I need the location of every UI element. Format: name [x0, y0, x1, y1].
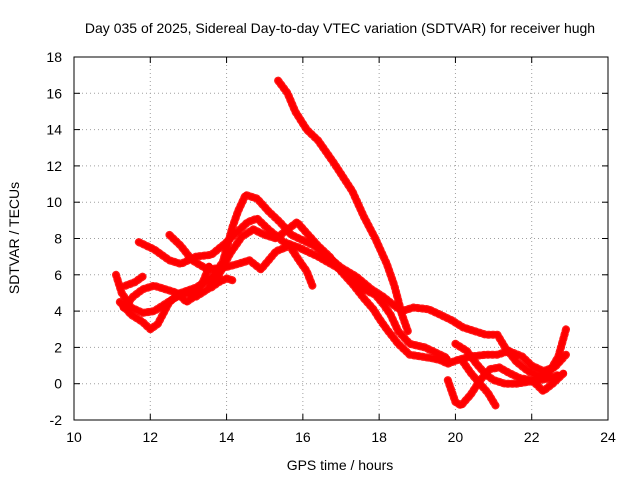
y-tick-label: -2	[50, 412, 63, 428]
series-line-sat-e	[117, 192, 569, 380]
chart-title: Day 035 of 2025, Sidereal Day-to-day VTE…	[85, 20, 595, 36]
y-tick-label: 18	[46, 49, 62, 65]
series-markers-sat-h	[207, 274, 237, 292]
x-tick-label: 22	[524, 429, 540, 445]
series-markers-sat-c	[165, 230, 317, 290]
x-tick-label: 14	[219, 429, 235, 445]
y-tick-label: 12	[46, 158, 62, 174]
y-axis-title: SDTVAR / TECUs	[6, 182, 22, 294]
series-markers-sat-f	[119, 261, 214, 312]
series-markers-sat-g	[121, 272, 147, 290]
x-tick-label: 18	[371, 429, 387, 445]
data-series	[112, 76, 570, 410]
y-tick-label: 14	[46, 122, 62, 138]
y-tick-label: 6	[54, 267, 62, 283]
series-markers-sat-i	[443, 363, 569, 410]
y-tick-label: 2	[54, 339, 62, 355]
x-tick-label: 20	[448, 429, 464, 445]
y-tick-label: 0	[54, 376, 62, 392]
y-tick-label: 16	[46, 85, 62, 101]
x-tick-label: 16	[295, 429, 311, 445]
y-tick-label: 4	[54, 303, 62, 319]
series-markers-sat-e	[115, 190, 570, 381]
series-markers-sat-j	[451, 339, 563, 388]
x-tick-label: 24	[600, 429, 616, 445]
series-markers-sat-k	[459, 357, 500, 410]
x-axis-title: GPS time / hours	[287, 457, 394, 473]
x-tick-label: 12	[142, 429, 158, 445]
series-markers-sat-b	[134, 214, 452, 363]
series-markers-sat-a	[274, 76, 412, 336]
y-tick-label: 10	[46, 194, 62, 210]
y-tick-label: 8	[54, 231, 62, 247]
x-tick-label: 10	[66, 429, 82, 445]
